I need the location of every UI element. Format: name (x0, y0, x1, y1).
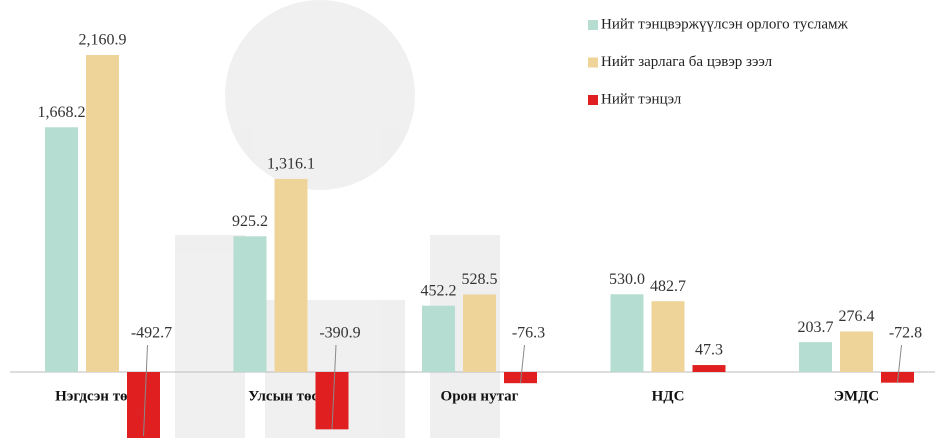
legend-swatch (588, 57, 598, 68)
bar (422, 305, 455, 372)
data-label: 452.2 (421, 282, 457, 299)
legend-label: Нийт тэнцэл (601, 91, 682, 107)
x-tick-label: ЭМДС (834, 388, 879, 404)
x-tick-label: НДС (652, 388, 685, 404)
bar (504, 372, 537, 384)
leader-line (331, 344, 337, 430)
data-label: -390.9 (319, 325, 360, 342)
bar (233, 236, 267, 372)
data-label: 47.3 (695, 342, 723, 359)
bar (881, 372, 914, 383)
bar (692, 365, 726, 372)
data-label: 482.7 (650, 278, 686, 295)
data-label: 528.5 (462, 271, 498, 288)
data-label: 203.7 (798, 319, 834, 336)
data-label: -72.8 (889, 325, 922, 342)
leader-line (143, 344, 148, 437)
data-label: 1,316.1 (267, 156, 315, 173)
legend-label: Нийт зарлага ба цэвэр зээл (601, 54, 773, 70)
data-label: 925.2 (232, 213, 268, 230)
legend-swatch (588, 20, 598, 30)
data-label: 530.0 (609, 271, 645, 288)
bar (840, 331, 873, 372)
data-label: 1,668.2 (38, 104, 86, 121)
bar (86, 55, 119, 372)
x-tick-label: Улсын төсөв (248, 388, 334, 404)
data-label: -492.7 (131, 325, 172, 342)
leader-line (520, 344, 525, 384)
legend-label: Нийт тэнцвэржүүлсэн орлого тусламж (601, 16, 849, 32)
leader-line (897, 344, 902, 383)
bar (610, 294, 644, 372)
data-label: 276.4 (839, 308, 875, 325)
x-tick-label: Нэгдсэн төсөв (55, 388, 150, 404)
data-label: -76.3 (512, 325, 545, 342)
legend-swatch (588, 95, 598, 105)
x-tick-label: Орон нутаг (441, 388, 519, 404)
bar (274, 178, 308, 372)
data-label: 2,160.9 (79, 32, 127, 49)
bar (463, 294, 496, 372)
bar (45, 127, 78, 372)
bar (651, 301, 685, 372)
bar (799, 342, 832, 372)
